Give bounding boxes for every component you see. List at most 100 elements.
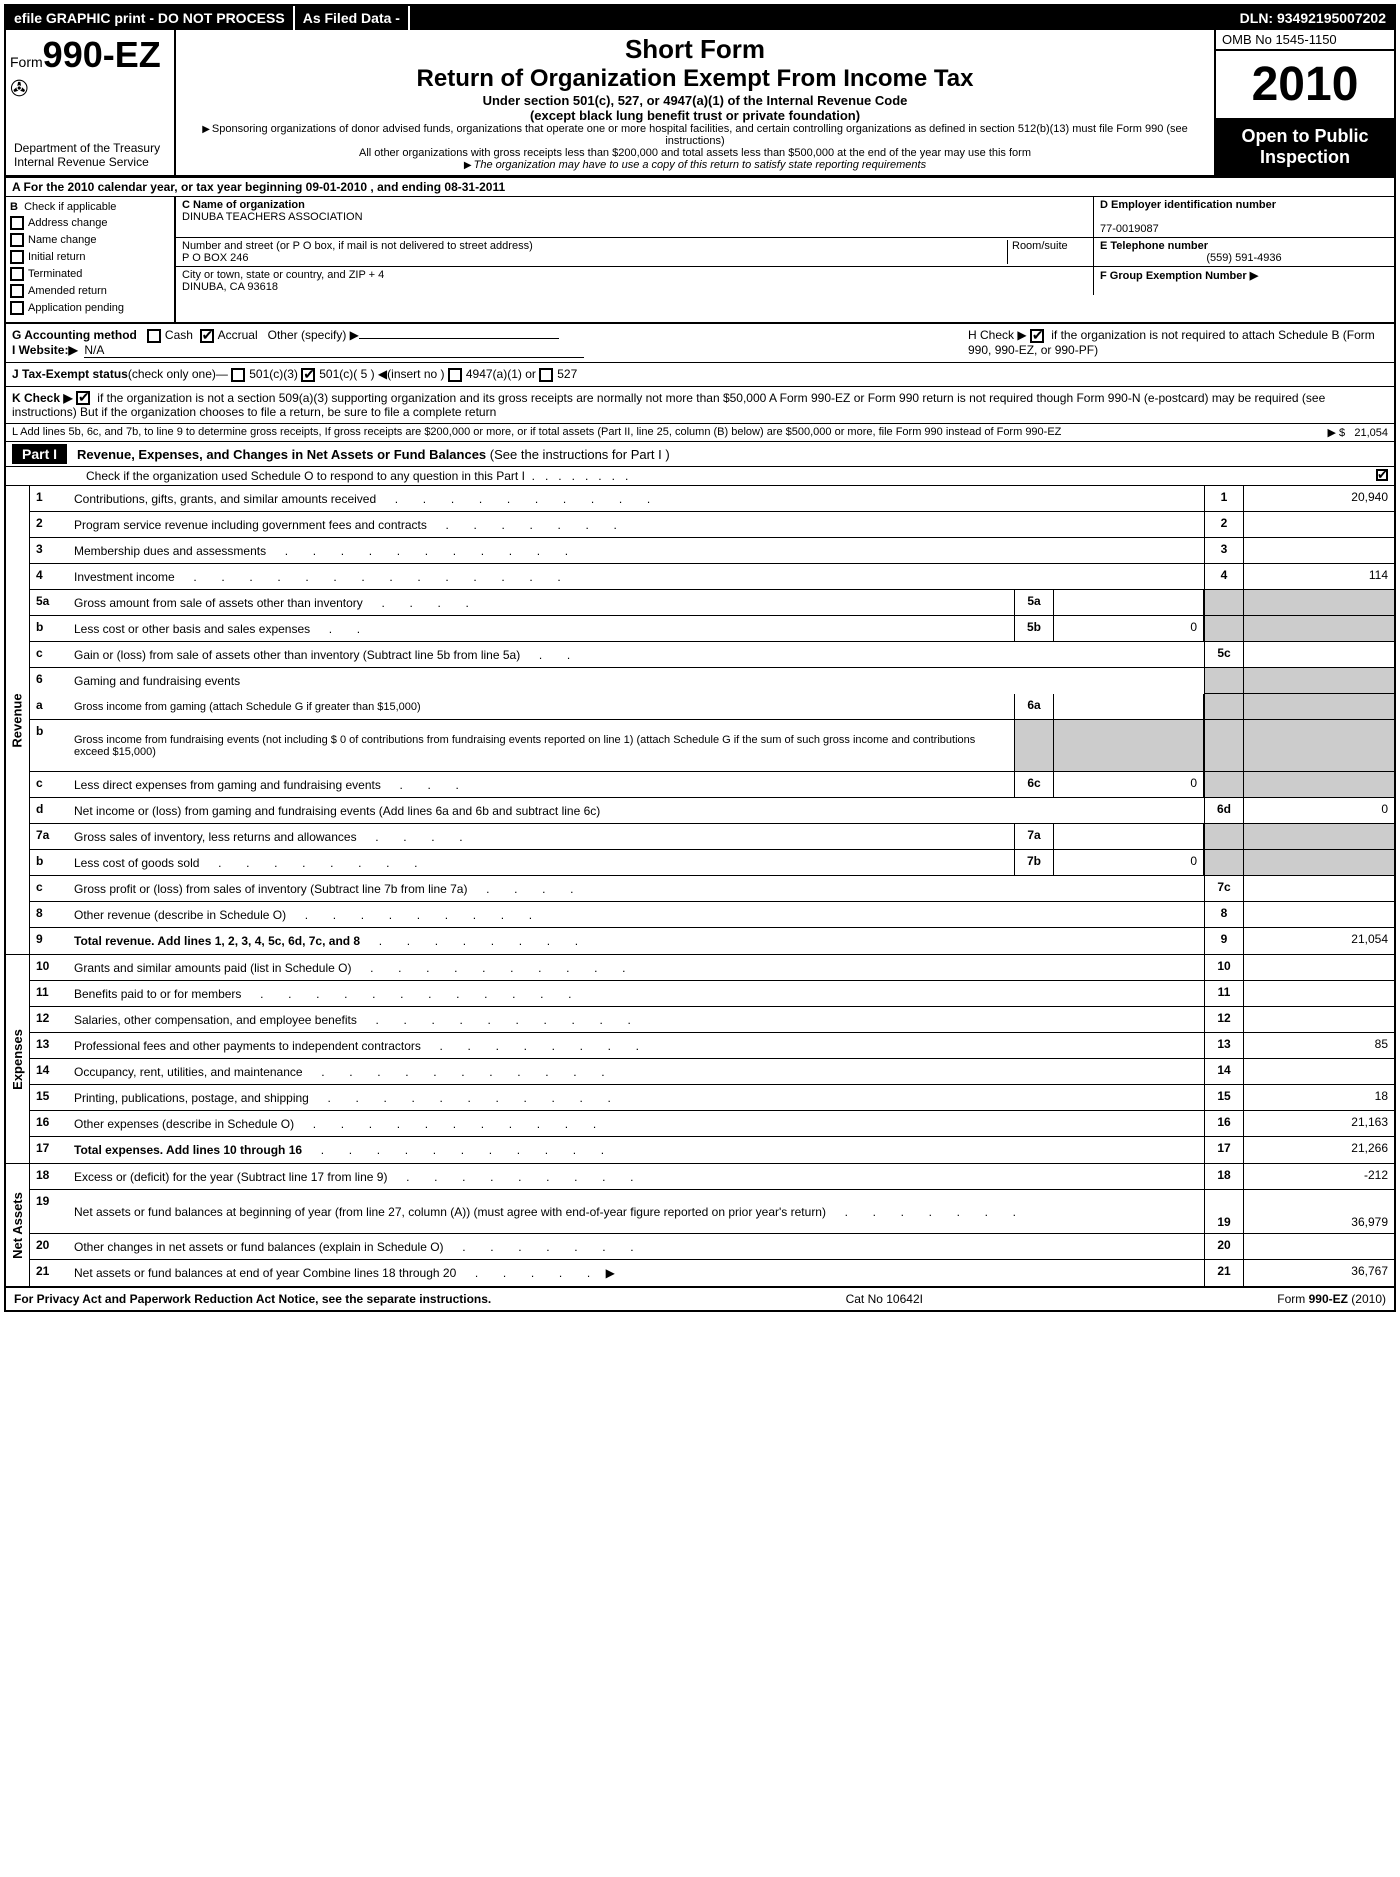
c-name-block: C Name of organization DINUBA TEACHERS A… — [176, 197, 1094, 237]
chk-527[interactable] — [539, 368, 553, 382]
e-phone-block: E Telephone number (559) 591-4936 — [1094, 238, 1394, 266]
c-city-block: City or town, state or country, and ZIP … — [176, 267, 1094, 295]
line-12-value — [1244, 1007, 1394, 1032]
line-8-value — [1244, 902, 1394, 927]
chk-k[interactable] — [76, 391, 90, 405]
chk-address-change[interactable]: Address change — [10, 216, 170, 230]
footer: For Privacy Act and Paperwork Reduction … — [6, 1288, 1394, 1310]
street-value: P O BOX 246 — [182, 252, 248, 264]
line-17: 17Total expenses. Add lines 10 through 1… — [30, 1137, 1394, 1163]
line-5b: bLess cost or other basis and sales expe… — [30, 616, 1394, 642]
line-9: 9Total revenue. Add lines 1, 2, 3, 4, 5c… — [30, 928, 1394, 954]
line-19: 19Net assets or fund balances at beginni… — [30, 1190, 1394, 1234]
line-20-value — [1244, 1234, 1394, 1259]
title-short-form: Short Form — [184, 34, 1206, 65]
net-assets-section: Net Assets 18Excess or (deficit) for the… — [6, 1164, 1394, 1288]
form-number: Form990-EZ ✇ — [10, 34, 170, 102]
phone-value: (559) 591-4936 — [1100, 252, 1388, 264]
chk-application-pending[interactable]: Application pending — [10, 301, 170, 315]
chk-amended[interactable]: Amended return — [10, 284, 170, 298]
dept-treasury: Department of the Treasury Internal Reve… — [10, 139, 180, 171]
website-value: N/A — [84, 343, 104, 357]
title-return: Return of Organization Exempt From Incom… — [184, 65, 1206, 93]
part1-header: Part I Revenue, Expenses, and Changes in… — [6, 442, 1394, 467]
line-9-value: 21,054 — [1244, 928, 1394, 954]
chk-terminated[interactable]: Terminated — [10, 267, 170, 281]
room-suite: Room/suite — [1007, 240, 1087, 264]
line-14: 14Occupancy, rent, utilities, and mainte… — [30, 1059, 1394, 1085]
chk-h-schedule-b[interactable] — [1030, 329, 1044, 343]
line-15: 15Printing, publications, postage, and s… — [30, 1085, 1394, 1111]
f-group-exemption: F Group Exemption Number ▶ — [1094, 267, 1394, 295]
header-left: Form990-EZ ✇ Department of the Treasury … — [6, 30, 176, 175]
chk-name-change[interactable]: Name change — [10, 233, 170, 247]
line-7c: cGross profit or (loss) from sales of in… — [30, 876, 1394, 902]
header-right: OMB No 1545-1150 2010 Open to Public Ins… — [1214, 30, 1394, 175]
city-value: DINUBA, CA 93618 — [182, 281, 278, 293]
line-21: 21Net assets or fund balances at end of … — [30, 1260, 1394, 1286]
part1-badge: Part I — [12, 444, 67, 464]
line-5c: cGain or (loss) from sale of assets othe… — [30, 642, 1394, 668]
form-container: efile GRAPHIC print - DO NOT PROCESS As … — [4, 4, 1396, 1312]
cat-no: Cat No 10642I — [846, 1292, 923, 1306]
row-g-accounting: G Accounting method Cash Accrual Other (… — [6, 324, 1394, 363]
accounting-method: G Accounting method Cash Accrual Other (… — [12, 328, 968, 343]
line-7b-value: 0 — [1054, 850, 1204, 875]
line-3-value — [1244, 538, 1394, 563]
form-990ez-text: 990-EZ — [43, 34, 161, 75]
open-to-public: Open to Public Inspection — [1216, 120, 1394, 175]
website-line: I Website:▶ N/A — [12, 343, 968, 358]
line-4-value: 114 — [1244, 564, 1394, 589]
line-5b-value: 0 — [1054, 616, 1204, 641]
tax-year-begin: 09-01-2010 — [306, 180, 367, 194]
org-name: DINUBA TEACHERS ASSOCIATION — [182, 211, 363, 223]
line-14-value — [1244, 1059, 1394, 1084]
line-19-value: 36,979 — [1244, 1190, 1394, 1233]
row-k: K Check ▶ if the organization is not a s… — [6, 387, 1394, 425]
ein-value: 77-0019087 — [1100, 223, 1159, 235]
chk-accrual[interactable] — [200, 329, 214, 343]
line-18: 18Excess or (deficit) for the year (Subt… — [30, 1164, 1394, 1190]
row-j-tax-exempt: J Tax-Exempt status(check only one)— 501… — [6, 363, 1394, 387]
chk-cash[interactable] — [147, 329, 161, 343]
note-sponsoring: Sponsoring organizations of donor advise… — [184, 123, 1206, 147]
line-6a-value — [1054, 694, 1204, 719]
expenses-section: Expenses 10Grants and similar amounts pa… — [6, 955, 1394, 1164]
chk-4947[interactable] — [448, 368, 462, 382]
line-13-value: 85 — [1244, 1033, 1394, 1058]
chk-initial-return[interactable]: Initial return — [10, 250, 170, 264]
asfiled-label: As Filed Data - — [295, 6, 410, 30]
subtitle-except: (except black lung benefit trust or priv… — [184, 108, 1206, 123]
chk-schedule-o[interactable] — [1376, 469, 1388, 481]
irs-logo-icon: ✇ — [10, 76, 170, 102]
col-b-checkboxes: B Check if applicable Address change Nam… — [6, 197, 176, 322]
line-3: 3Membership dues and assessments . . . .… — [30, 538, 1394, 564]
line-2: 2Program service revenue including gover… — [30, 512, 1394, 538]
line-10: 10Grants and similar amounts paid (list … — [30, 955, 1394, 981]
line-1: 1Contributions, gifts, grants, and simil… — [30, 486, 1394, 512]
subtitle-code: Under section 501(c), 527, or 4947(a)(1)… — [184, 93, 1206, 108]
header-center: Short Form Return of Organization Exempt… — [176, 30, 1214, 175]
section-b: B Check if applicable Address change Nam… — [6, 197, 1394, 324]
chk-501c5[interactable] — [301, 368, 315, 382]
line-21-value: 36,767 — [1244, 1260, 1394, 1286]
net-assets-side-label: Net Assets — [6, 1164, 30, 1286]
privacy-notice: For Privacy Act and Paperwork Reduction … — [14, 1292, 491, 1306]
gross-receipts: ▶ $ 21,054 — [1188, 426, 1388, 439]
line-7a-value — [1054, 824, 1204, 849]
chk-501c3[interactable] — [231, 368, 245, 382]
note-other-orgs: All other organizations with gross recei… — [184, 147, 1206, 159]
line-6: 6Gaming and fundraising events — [30, 668, 1394, 694]
line-2-value — [1244, 512, 1394, 537]
schedule-o-check-line: Check if the organization used Schedule … — [6, 467, 1394, 486]
line-7b: bLess cost of goods sold . . . . . . . .… — [30, 850, 1394, 876]
d-ein-block: D Employer identification number 77-0019… — [1094, 197, 1394, 237]
c-street-block: Number and street (or P O box, if mail i… — [176, 238, 1094, 266]
line-6c: cLess direct expenses from gaming and fu… — [30, 772, 1394, 798]
line-6d-value: 0 — [1244, 798, 1394, 823]
line-6c-value: 0 — [1054, 772, 1204, 797]
efile-label: efile GRAPHIC print - DO NOT PROCESS — [6, 6, 295, 30]
expenses-side-label: Expenses — [6, 955, 30, 1163]
line-4: 4Investment income . . . . . . . . . . .… — [30, 564, 1394, 590]
line-8: 8Other revenue (describe in Schedule O) … — [30, 902, 1394, 928]
